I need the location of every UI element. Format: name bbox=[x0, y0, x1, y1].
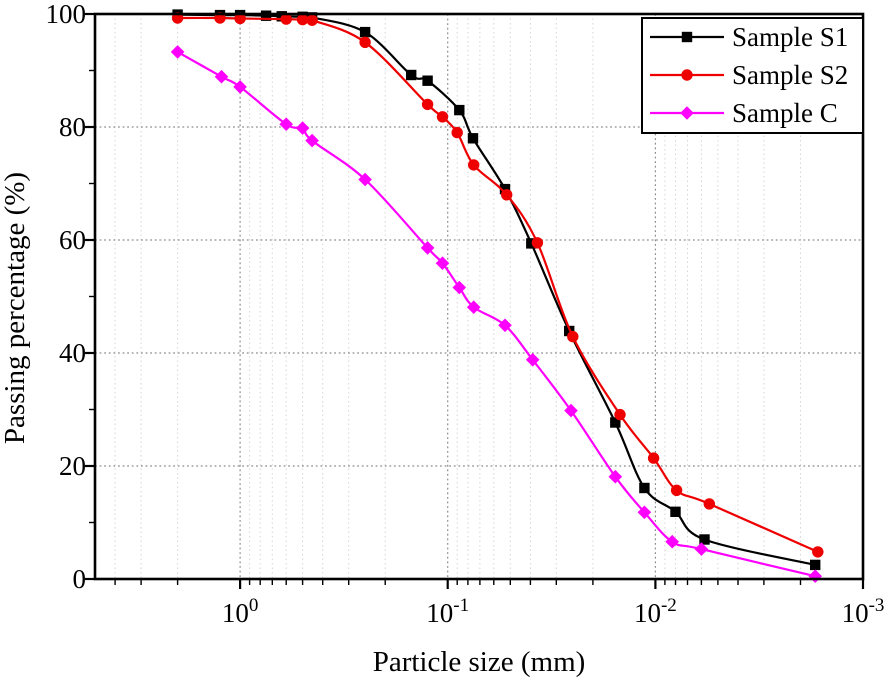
data-point-sample-s1-marker bbox=[639, 482, 650, 494]
legend-label-sample-c: Sample C bbox=[732, 98, 838, 128]
data-point-sample-s1-marker bbox=[499, 183, 511, 195]
data-point-sample-s2-marker bbox=[647, 452, 660, 464]
data-point-sample-s2-marker bbox=[812, 546, 824, 558]
data-point-sample-s2-marker bbox=[531, 237, 544, 249]
data-point-sample-c-marker bbox=[665, 534, 679, 549]
data-point-sample-c-marker bbox=[279, 117, 293, 131]
y-axis-title: Passing percentage (%) bbox=[0, 172, 31, 444]
y-tick-label: 80 bbox=[59, 112, 86, 142]
data-point-sample-c-marker bbox=[564, 403, 578, 418]
data-point-sample-c-marker bbox=[694, 542, 709, 556]
data-point-sample-c-marker bbox=[498, 318, 512, 333]
data-point-sample-s1-marker bbox=[810, 559, 821, 571]
data-point-sample-c-marker bbox=[420, 241, 435, 255]
data-point-sample-s2-marker bbox=[234, 12, 246, 25]
data-point-sample-s1-marker bbox=[526, 238, 537, 249]
x-tick-label: 10-3 bbox=[842, 595, 885, 628]
data-point-sample-s2-marker bbox=[670, 484, 683, 496]
data-point-sample-s1-marker bbox=[260, 10, 272, 21]
data-point-sample-c-marker bbox=[358, 172, 372, 187]
data-point-sample-s2-marker bbox=[421, 98, 434, 111]
legend-sample-c-marker bbox=[680, 106, 694, 120]
data-point-sample-s2-marker bbox=[436, 111, 449, 123]
y-tick-label: 40 bbox=[59, 338, 86, 368]
y-tick-label: 0 bbox=[73, 564, 87, 594]
data-point-sample-s2-marker bbox=[614, 408, 626, 421]
legend-sample-s1-marker bbox=[681, 31, 693, 43]
y-tick-label: 20 bbox=[59, 451, 86, 481]
x-tick-labels: 100 10-1 10-2 10-3 bbox=[222, 595, 885, 628]
data-point-sample-c-marker bbox=[608, 469, 623, 484]
axis-ticks bbox=[85, 12, 865, 589]
data-point-sample-c-marker bbox=[452, 280, 467, 295]
data-point-sample-c-marker bbox=[170, 45, 185, 59]
data-point-sample-s2-marker bbox=[451, 126, 463, 139]
legend-sample-s2-marker bbox=[681, 69, 693, 81]
legend: Sample S1 Sample S2 Sample C bbox=[641, 17, 864, 134]
x-tick-label: 100 bbox=[222, 595, 259, 628]
data-point-sample-s2-marker bbox=[567, 330, 579, 343]
data-point-sample-c-marker bbox=[305, 133, 319, 148]
data-point-sample-c-marker bbox=[435, 256, 450, 270]
data-point-sample-s2-marker bbox=[280, 13, 292, 25]
y-tick-label: 100 bbox=[46, 0, 87, 29]
data-point-sample-s1-marker bbox=[467, 133, 479, 144]
data-point-sample-c-marker bbox=[295, 121, 310, 135]
data-point-sample-s2-marker bbox=[306, 14, 318, 26]
data-point-sample-s2-marker bbox=[359, 36, 371, 48]
data-point-sample-c-marker bbox=[466, 300, 481, 314]
data-point-sample-s2-marker bbox=[703, 498, 715, 510]
data-point-sample-s2-marker bbox=[468, 159, 480, 171]
data-point-sample-s1-marker bbox=[454, 104, 465, 116]
data-point-sample-s2-marker bbox=[501, 189, 513, 201]
data-point-sample-s1-marker bbox=[610, 417, 621, 428]
y-tick-labels: 0 20 40 60 80 100 bbox=[46, 0, 87, 594]
data-point-sample-s1-marker bbox=[422, 75, 433, 86]
data-point-sample-c-marker bbox=[214, 69, 229, 84]
data-point-sample-c-marker bbox=[233, 80, 247, 94]
x-tick-label: 10-1 bbox=[426, 595, 469, 628]
legend-label-sample-s1: Sample S1 bbox=[732, 22, 848, 52]
data-point-sample-s1-marker bbox=[406, 69, 417, 81]
data-point-sample-s1-marker bbox=[359, 26, 371, 38]
x-axis-title: Particle size (mm) bbox=[373, 646, 586, 678]
x-tick-label: 10-2 bbox=[634, 595, 677, 628]
series-sample-s2 bbox=[171, 12, 824, 558]
data-point-sample-c-marker bbox=[525, 353, 540, 367]
y-tick-label: 60 bbox=[59, 225, 86, 255]
data-point-sample-c-marker bbox=[637, 505, 652, 520]
legend-label-sample-s2: Sample S2 bbox=[732, 60, 848, 90]
data-point-sample-s2-marker bbox=[296, 13, 309, 26]
data-point-sample-s1-marker bbox=[670, 506, 681, 517]
data-point-sample-s1-marker bbox=[699, 534, 710, 545]
